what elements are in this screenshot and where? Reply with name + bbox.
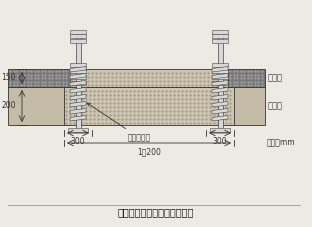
Bar [70,69,86,73]
Bar [212,75,228,79]
Bar [212,34,228,38]
Bar [64,87,234,125]
Text: 300: 300 [71,137,85,146]
Polygon shape [70,81,86,86]
Text: 1，200: 1，200 [137,147,161,156]
Bar [68,128,88,132]
Bar [70,34,86,38]
Text: 地盤強化層: 地盤強化層 [87,103,151,142]
Bar [212,81,228,85]
Bar [228,69,265,87]
Polygon shape [70,101,86,107]
Polygon shape [212,94,228,100]
Polygon shape [70,67,86,72]
Polygon shape [212,81,228,86]
Polygon shape [212,101,228,107]
Polygon shape [70,87,86,93]
Polygon shape [212,67,228,72]
Bar [70,81,86,85]
Bar [70,39,86,43]
Text: 150: 150 [2,74,16,82]
Text: 200: 200 [2,101,16,111]
Text: 300: 300 [213,137,227,146]
Bar [8,87,70,125]
Polygon shape [70,116,86,121]
Text: 単位：mm: 単位：mm [267,138,296,148]
Bar [8,69,70,87]
Text: 耕土層: 耕土層 [268,74,283,82]
Bar [70,30,86,34]
Bar [212,30,228,34]
Bar [70,75,86,79]
Bar [70,63,86,67]
Bar [217,31,222,131]
Polygon shape [70,94,86,100]
Bar [212,63,228,67]
Bar [212,39,228,43]
Bar [70,69,228,87]
Text: 図３走行路の断面形式模式図: 図３走行路の断面形式模式図 [118,207,194,217]
Polygon shape [70,109,86,114]
Polygon shape [70,74,86,79]
Bar [228,87,265,125]
Polygon shape [212,116,228,121]
Polygon shape [212,74,228,79]
Text: 心土層: 心土層 [268,101,283,111]
Bar [212,69,228,73]
Bar [210,128,230,132]
Bar [76,31,80,131]
Polygon shape [212,109,228,114]
Polygon shape [212,87,228,93]
